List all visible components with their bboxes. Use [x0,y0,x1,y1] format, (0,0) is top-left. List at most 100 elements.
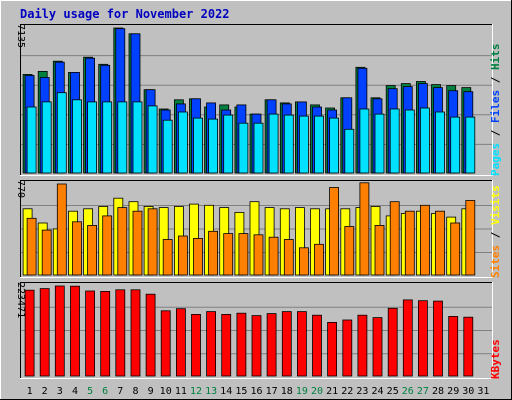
x-tick-label-day-23: 23 [356,386,368,397]
kbytes-bar-day-25 [387,307,398,377]
x-tick-label-day-4: 4 [72,386,78,397]
hits-ymax-label: 7135 [15,24,26,48]
kbytes-bar-day-11 [175,308,186,377]
pages-bar-day-2 [41,101,52,174]
x-tick-label-day-8: 8 [132,386,138,397]
pages-bar-day-3 [56,92,67,174]
kbytes-bar-day-8 [130,289,141,377]
pages-bar-day-11 [177,111,188,174]
x-tick-label-day-15: 15 [235,386,247,397]
sites-bar-day-12 [193,237,203,276]
pages-bar-day-27 [419,107,430,174]
pages-bar-day-26 [404,109,415,174]
kbytes-bar-day-15 [236,312,247,377]
pages-bar-day-17 [268,113,279,174]
legend-kbytes: KBytes [489,339,502,379]
legend-pages: Pages [489,143,502,176]
x-tick-label-day-12: 12 [190,386,202,397]
visits-sites-panel: 770 [15,180,493,278]
sites-bar-day-23 [359,182,370,276]
pages-bar-day-5 [87,101,97,174]
kbytes-bar-day-6 [100,290,111,377]
legend-sites: Sites [489,245,502,278]
kbytes-bar-day-27 [417,300,428,377]
visits-sites-legend: Sites / Visits [489,185,502,278]
x-tick-label-day-9: 9 [148,386,154,397]
kbytes-bar-day-23 [357,314,368,377]
x-tick-label-day-7: 7 [117,386,123,397]
legend-separator: / [489,225,502,245]
legend-visits: Visits [489,185,502,225]
x-tick-label-day-5: 5 [87,386,93,397]
kbytes-bar-day-16 [251,315,262,377]
kbytes-bar-day-12 [191,313,201,377]
kbytes-bar-day-28 [433,300,443,377]
pages-bar-day-18 [283,114,294,174]
hits-files-pages-panel: 7135 [15,24,493,176]
sites-bar-day-11 [177,235,188,276]
legend-separator: / [489,123,502,143]
kbytes-bar-day-21 [327,321,338,377]
sites-bar-day-21 [329,187,340,276]
x-tick-label-day-11: 11 [175,386,187,397]
pages-bar-day-16 [253,122,264,174]
x-tick-label-day-17: 17 [266,386,278,397]
sites-bar-day-29 [450,222,461,276]
pages-bar-day-6 [102,101,113,174]
x-tick-label-day-19: 19 [296,386,308,397]
sites-bar-day-25 [389,201,400,276]
kbytes-panel: 223471 [15,282,493,379]
kbytes-bar-day-9 [145,293,156,377]
sites-bar-day-4 [72,221,82,276]
kbytes-legend: KBytes [489,339,502,379]
pages-bar-day-7 [117,101,128,174]
sites-bar-day-7 [117,207,128,276]
kbytes-bar-day-10 [160,310,171,377]
pages-bar-day-29 [450,116,461,174]
x-tick-label-day-14: 14 [220,386,232,397]
kbytes-bar-day-1 [24,289,35,377]
pages-bar-day-10 [162,119,173,174]
pages-bar-day-9 [147,105,158,174]
pages-bar-day-21 [329,117,340,174]
kbytes-bar-day-17 [266,313,277,377]
hits-files-pages-legend: Pages / Files / Hits [489,44,502,177]
pages-bar-day-22 [344,128,355,174]
sites-bar-day-27 [419,204,430,276]
kbytes-bar-day-22 [342,319,353,377]
x-tick-label-day-26: 26 [402,386,414,397]
legend-separator: / [489,70,502,90]
sites-bar-day-8 [132,210,143,276]
x-tick-label-day-20: 20 [311,386,323,397]
kbytes-bar-day-18 [281,311,292,377]
sites-bar-day-19 [298,247,309,276]
pages-bar-day-8 [132,101,143,174]
x-tick-label-day-3: 3 [57,386,63,397]
pages-bar-day-15 [238,122,249,174]
sites-bar-day-5 [87,224,97,276]
sites-bar-day-2 [41,229,52,276]
sites-bar-day-13 [208,230,219,276]
sites-bar-day-3 [56,183,67,276]
kbytes-legend-text: KBytes [489,339,502,379]
sites-bar-day-24 [374,224,385,276]
sites-bar-day-17 [268,236,279,276]
kbytes-bar-day-24 [372,317,383,377]
x-tick-label-day-24: 24 [371,386,383,397]
sites-bar-day-22 [344,226,355,276]
pages-bar-day-24 [374,113,385,174]
x-tick-label-day-21: 21 [326,386,338,397]
sites-bar-day-28 [435,210,445,276]
kbytes-bar-day-26 [402,299,413,377]
kbytes-bar-day-30 [463,316,474,377]
visits-ymax-label: 770 [15,180,26,198]
kbytes-bar-day-29 [448,315,459,377]
x-tick-label-day-30: 30 [462,386,474,397]
x-tick-label-day-18: 18 [281,386,293,397]
kbytes-bar-day-5 [85,290,95,377]
x-tick-label-day-27: 27 [417,386,429,397]
x-tick-label-day-16: 16 [250,386,262,397]
x-tick-label-day-31: 31 [477,386,489,397]
x-axis-day-labels: 1 2 3 4 5 6 7 8 9 10 11 12 13 14 15 16 17 18 19 20 21 22 23 24 2… [27,386,490,397]
